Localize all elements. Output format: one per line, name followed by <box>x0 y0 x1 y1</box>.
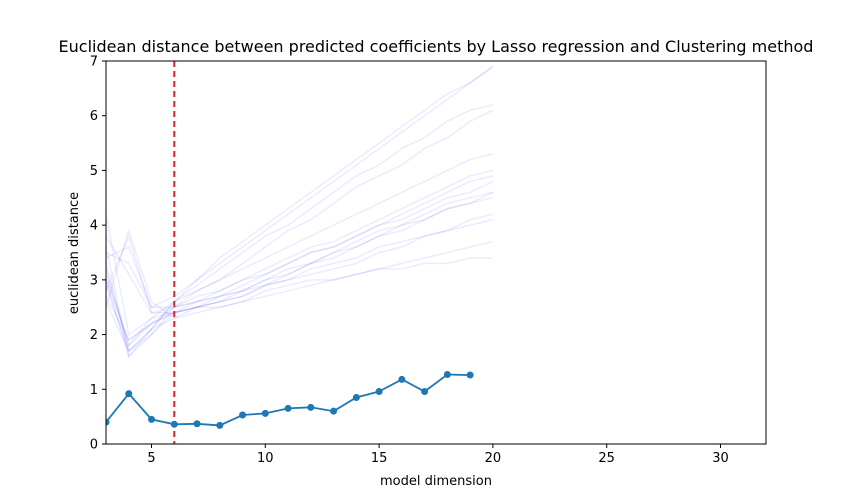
series-point <box>261 409 269 417</box>
chart-title: Euclidean distance between predicted coe… <box>59 37 814 56</box>
trial-line-4 <box>106 169 494 347</box>
series-point <box>193 420 201 428</box>
series-point <box>216 421 224 429</box>
series-point <box>239 411 247 419</box>
trial-line-12 <box>106 240 494 353</box>
series-point <box>330 407 338 415</box>
y-tick-label: 7 <box>90 55 98 70</box>
trial-line-3 <box>106 197 494 320</box>
x-tick-label: 15 <box>371 451 388 466</box>
series-point <box>398 375 406 383</box>
series-point <box>375 387 383 395</box>
y-tick-label: 2 <box>90 328 98 343</box>
series-point <box>307 403 315 411</box>
x-axis-ticks: 5 10 15 20 25 30 <box>147 444 729 466</box>
series-point <box>148 415 156 423</box>
series-group <box>106 371 474 429</box>
y-tick-label: 3 <box>90 273 98 288</box>
trial-line-2 <box>106 65 494 359</box>
series-point <box>170 420 178 428</box>
series-point <box>466 371 474 379</box>
trial-line-5 <box>106 214 493 336</box>
series-point <box>421 387 429 395</box>
trial-line-6 <box>106 104 494 353</box>
series-point <box>125 390 133 398</box>
trial-line-7 <box>106 175 494 308</box>
y-tick-label: 5 <box>90 164 98 179</box>
x-tick-label: 30 <box>712 451 729 466</box>
trial-line-9 <box>106 109 494 358</box>
trial-line-14 <box>106 180 494 342</box>
trial-line-1 <box>106 191 494 314</box>
trial-line-8 <box>106 213 494 342</box>
x-tick-label: 20 <box>485 451 502 466</box>
x-tick-label: 5 <box>147 451 155 466</box>
trial-line-13 <box>106 65 494 309</box>
trial-line-11 <box>106 153 494 348</box>
plot-frame <box>105 60 767 445</box>
background-trial-lines <box>106 65 494 359</box>
y-tick-label: 6 <box>90 109 98 124</box>
y-axis-label: euclidean distance <box>67 192 82 314</box>
x-tick-label: 10 <box>257 451 274 466</box>
series-point <box>352 393 360 401</box>
y-tick-label: 1 <box>90 383 98 398</box>
trial-line-10 <box>106 191 494 314</box>
y-axis-ticks: 0 1 2 3 4 5 6 7 <box>90 55 106 453</box>
trial-line-0 <box>106 218 494 353</box>
x-tick-label: 25 <box>598 451 615 466</box>
series-point <box>106 418 110 426</box>
y-tick-label: 4 <box>90 219 98 234</box>
y-tick-label: 0 <box>90 438 98 453</box>
x-axis-label: model dimension <box>380 474 492 489</box>
series-point <box>443 371 451 379</box>
plot-area <box>105 60 767 445</box>
series-point <box>284 404 292 412</box>
